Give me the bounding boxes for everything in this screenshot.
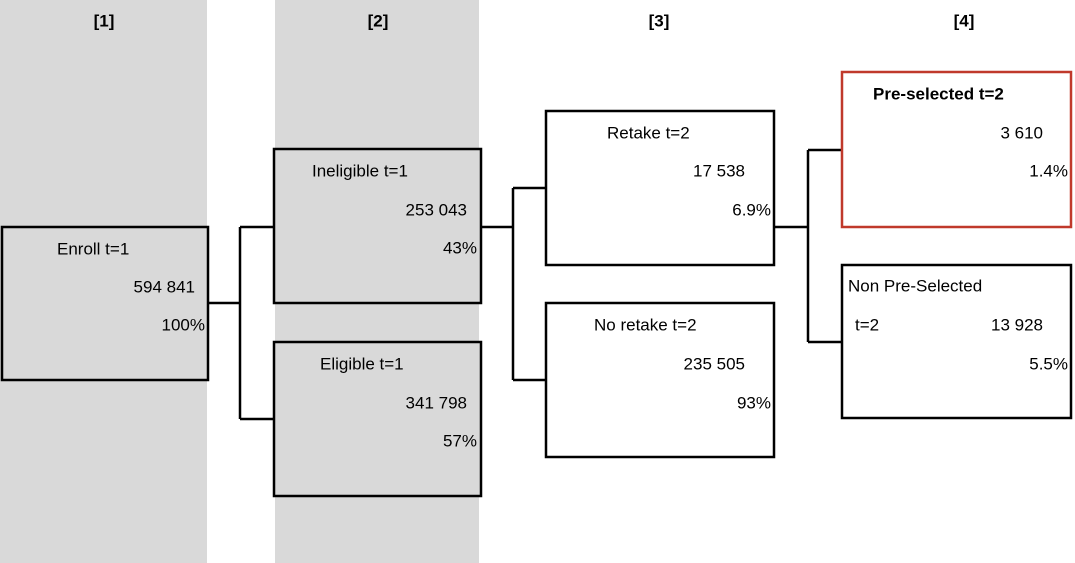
node-share: 100% [162,315,205,334]
node-box [544,301,776,459]
node-label: Ineligible t=1 [312,161,408,180]
node-count: 253 043 [406,200,467,219]
connector [481,186,546,382]
node: Ineligible t=1 253 043 43% [272,147,483,305]
node-box [544,109,776,267]
node-count: 17 538 [693,161,745,180]
column-header: [2] [368,11,389,30]
node-share: 57% [443,431,477,450]
node: Pre-selected t=2 3 610 1.4% [840,70,1073,229]
node-count: 13 928 [991,315,1043,334]
connector [774,148,842,344]
node-box [840,263,1073,420]
node: No retake t=2 235 505 93% [544,301,776,459]
node-label-suffix: t=2 [855,315,879,334]
node-count: 341 798 [406,393,467,412]
node: Eligible t=1 341 798 57% [272,340,483,498]
node-label: Enroll t=1 [57,239,129,258]
node-box [0,225,210,382]
node-box [272,340,483,498]
node-box [840,70,1073,229]
column-header: [3] [649,11,670,30]
column-header: [1] [94,11,115,30]
node-share: 5.5% [1029,354,1068,373]
column-header: [4] [954,11,975,30]
node-share: 6.9% [732,200,771,219]
node-count: 235 505 [684,354,745,373]
node-count: 594 841 [134,277,195,296]
node: Non Pre-Selected t=2 13 928 5.5% [840,263,1073,420]
node-box [272,147,483,305]
node-label: Non Pre-Selected [848,276,982,295]
node-share: 1.4% [1029,161,1068,180]
node-label: Pre-selected t=2 [873,84,1004,103]
node-label: No retake t=2 [594,315,697,334]
node-share: 93% [737,393,771,412]
node-count: 3 610 [1000,123,1043,142]
node-label: Eligible t=1 [320,354,404,373]
node-share: 43% [443,238,477,257]
node: Retake t=2 17 538 6.9% [544,109,776,267]
node-label: Retake t=2 [607,123,690,142]
node: Enroll t=1 594 841 100% [0,225,210,382]
connector [208,225,274,421]
